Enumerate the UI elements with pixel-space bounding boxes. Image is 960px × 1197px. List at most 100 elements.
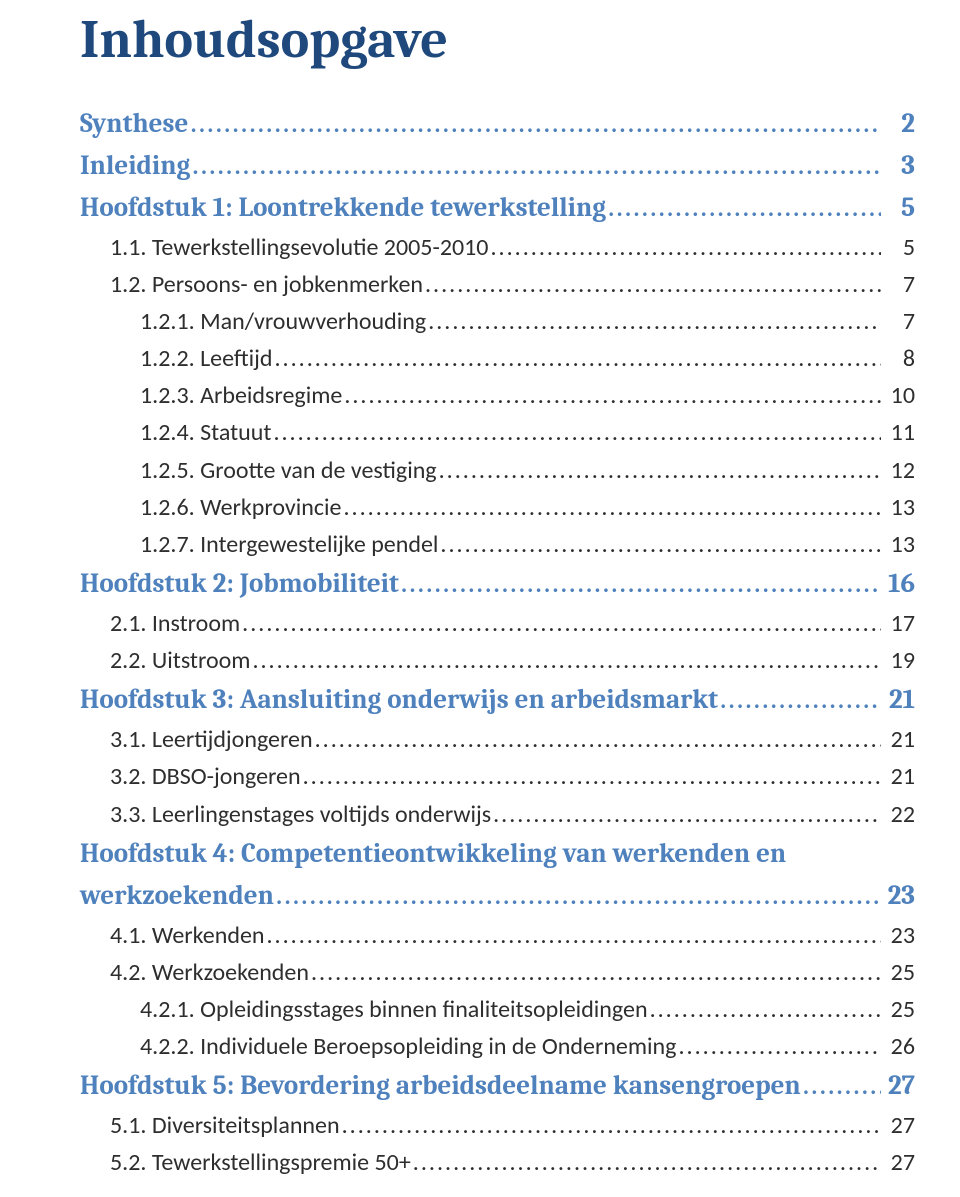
toc-entry-label: 5.1. Diversiteitsplannen (110, 1107, 340, 1144)
toc-entry: Hoofdstuk 4: Competentieontwikkeling van… (80, 833, 915, 875)
toc-entry-label: 5.2. Tewerkstellingspremie 50+ (110, 1144, 411, 1181)
toc-leader-dots (311, 954, 881, 991)
toc-leader-dots (190, 106, 881, 143)
toc-leader-dots (343, 489, 881, 526)
toc-entry-page: 8 (885, 340, 915, 377)
toc-leader-dots (252, 642, 881, 679)
toc-entry-label: 4.2.1. Opleidingsstages binnen finalitei… (140, 991, 648, 1028)
toc-entry-page: 11 (885, 414, 915, 451)
toc-entry: werkzoekenden 23 (80, 875, 915, 917)
toc-entry-page: 21 (885, 721, 915, 758)
toc-leader-dots (276, 878, 881, 915)
toc-entry: 1.2.4. Statuut 11 (80, 414, 915, 451)
toc-entry-page: 25 (885, 954, 915, 991)
toc-leader-dots (315, 721, 881, 758)
toc-entry-page: 12 (885, 452, 915, 489)
document-page: Inhoudsopgave Synthese2Inleiding3Hoofdst… (0, 0, 960, 1197)
toc-entry: 4.1. Werkenden 23 (80, 917, 915, 954)
toc-entry: 1.2.2. Leeftijd 8 (80, 340, 915, 377)
toc-leader-dots (803, 1068, 881, 1105)
toc-entry-page: 25 (885, 991, 915, 1028)
toc-leader-dots (678, 1028, 881, 1065)
toc-entry: Synthese2 (80, 103, 915, 145)
toc-entry-label: 1.2.4. Statuut (140, 414, 271, 451)
toc-entry: 1.2.5. Grootte van de vestiging 12 (80, 452, 915, 489)
toc-entry-label: Hoofdstuk 2: Jobmobiliteit (80, 563, 399, 605)
toc-entry-label: 2.1. Instroom (110, 605, 240, 642)
toc-entry-page: 27 (885, 1065, 915, 1107)
toc-entry-page: 21 (885, 758, 915, 795)
toc-entry-label: 4.1. Werkenden (110, 917, 265, 954)
toc-entry-page: 10 (885, 377, 915, 414)
toc-entry-page: 17 (885, 605, 915, 642)
toc-leader-dots (493, 796, 881, 833)
toc-entry: 1.2.7. Intergewestelijke pendel 13 (80, 526, 915, 563)
toc-entry-page: 16 (885, 563, 915, 605)
toc-leader-dots (344, 377, 881, 414)
toc-leader-dots (428, 303, 881, 340)
toc-entry-label: 1.1. Tewerkstellingsevolutie 2005-2010 (110, 229, 488, 266)
table-of-contents: Synthese2Inleiding3Hoofdstuk 1: Loontrek… (80, 103, 915, 1182)
toc-entry: 3.1. Leertijdjongeren 21 (80, 721, 915, 758)
toc-entry-page: 21 (885, 679, 915, 721)
toc-entry-label: 2.2. Uitstroom (110, 642, 250, 679)
toc-entry: 3.2. DBSO-jongeren 21 (80, 758, 915, 795)
toc-leader-dots (439, 452, 881, 489)
toc-entry-label: 3.3. Leerlingenstages voltijds onderwijs (110, 796, 491, 833)
toc-entry-label: 1.2.1. Man/vrouwverhouding (140, 303, 426, 340)
toc-leader-dots (490, 229, 881, 266)
toc-entry-page: 26 (885, 1028, 915, 1065)
toc-entry: 4.2.1. Opleidingsstages binnen finalitei… (80, 991, 915, 1028)
toc-entry-page: 3 (885, 145, 915, 187)
toc-leader-dots (303, 758, 881, 795)
toc-entry-page: 13 (885, 489, 915, 526)
toc-leader-dots (401, 566, 881, 603)
toc-entry-label: werkzoekenden (80, 875, 274, 917)
toc-entry-page: 13 (885, 526, 915, 563)
toc-leader-dots (650, 991, 881, 1028)
toc-entry-label: 1.2.5. Grootte van de vestiging (140, 452, 437, 489)
toc-entry: Hoofdstuk 2: Jobmobiliteit 16 (80, 563, 915, 605)
toc-entry-page: 23 (885, 917, 915, 954)
toc-entry: 1.2.1. Man/vrouwverhouding 7 (80, 303, 915, 340)
toc-entry-page: 7 (885, 303, 915, 340)
toc-entry-label: 3.1. Leertijdjongeren (110, 721, 313, 758)
toc-leader-dots (440, 526, 881, 563)
toc-leader-dots (720, 682, 881, 719)
toc-entry: 2.2. Uitstroom 19 (80, 642, 915, 679)
toc-entry-page: 23 (885, 875, 915, 917)
toc-entry-label: Hoofdstuk 3: Aansluiting onderwijs en ar… (80, 679, 718, 721)
toc-leader-dots (242, 605, 881, 642)
toc-entry-page: 27 (885, 1107, 915, 1144)
toc-leader-dots (267, 917, 882, 954)
toc-entry-page: 19 (885, 642, 915, 679)
toc-entry: 3.3. Leerlingenstages voltijds onderwijs… (80, 796, 915, 833)
toc-entry: 1.2.6. Werkprovincie 13 (80, 489, 915, 526)
toc-entry-label: 1.2.3. Arbeidsregime (140, 377, 342, 414)
toc-entry-label: 1.2.2. Leeftijd (140, 340, 273, 377)
toc-entry-label: Hoofdstuk 4: Competentieontwikkeling van… (80, 833, 786, 875)
toc-entry-label: Hoofdstuk 5: Bevordering arbeidsdeelname… (80, 1065, 801, 1107)
toc-entry: 1.2.3. Arbeidsregime 10 (80, 377, 915, 414)
toc-entry-page: 5 (885, 229, 915, 266)
toc-entry: 5.1. Diversiteitsplannen 27 (80, 1107, 915, 1144)
toc-leader-dots (425, 266, 881, 303)
toc-entry-page: 5 (885, 187, 915, 229)
toc-leader-dots (413, 1144, 881, 1181)
toc-leader-dots (275, 340, 882, 377)
toc-entry-page: 27 (885, 1144, 915, 1181)
toc-entry: 4.2.2. Individuele Beroepsopleiding in d… (80, 1028, 915, 1065)
toc-entry: 1.2. Persoons- en jobkenmerken7 (80, 266, 915, 303)
toc-entry: Hoofdstuk 5: Bevordering arbeidsdeelname… (80, 1065, 915, 1107)
toc-entry-label: Hoofdstuk 1: Loontrekkende tewerkstellin… (80, 187, 606, 229)
toc-entry-label: 4.2. Werkzoekenden (110, 954, 309, 991)
toc-entry-label: 3.2. DBSO-jongeren (110, 758, 301, 795)
toc-entry-label: 1.2. Persoons- en jobkenmerken (110, 266, 423, 303)
toc-leader-dots (273, 414, 881, 451)
toc-entry-label: 1.2.7. Intergewestelijke pendel (140, 526, 438, 563)
toc-entry-page: 2 (885, 103, 915, 145)
toc-entry: Hoofdstuk 3: Aansluiting onderwijs en ar… (80, 679, 915, 721)
toc-entry: 2.1. Instroom 17 (80, 605, 915, 642)
toc-entry-label: 1.2.6. Werkprovincie (140, 489, 341, 526)
toc-entry: 4.2. Werkzoekenden 25 (80, 954, 915, 991)
